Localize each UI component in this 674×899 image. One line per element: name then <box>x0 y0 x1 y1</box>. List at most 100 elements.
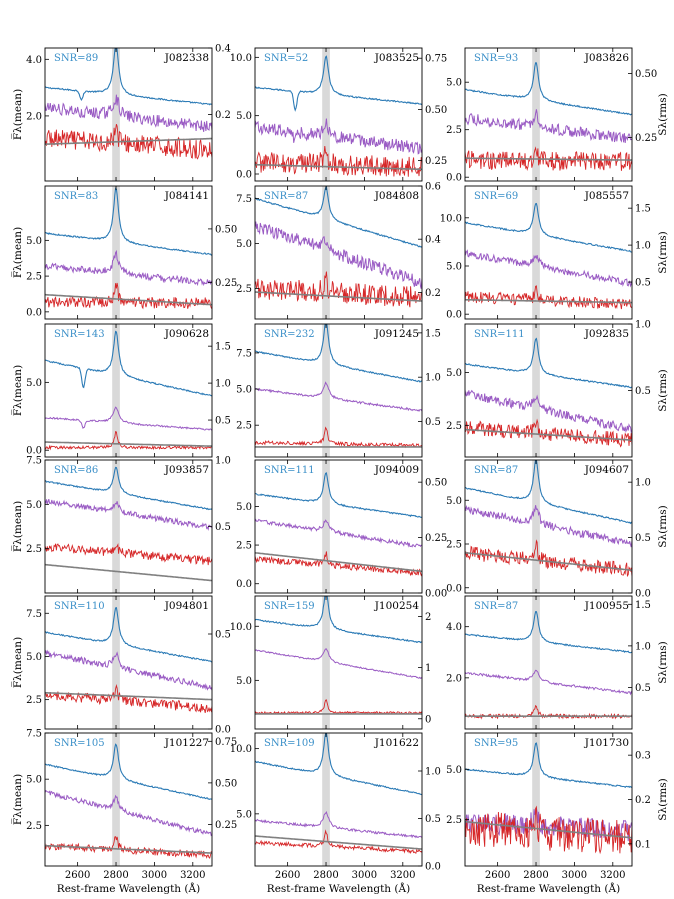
object-id: J093857 <box>164 464 209 476</box>
x-tick-label: 3200 <box>600 870 625 881</box>
y-tick-label: 0.0 <box>26 307 42 318</box>
model-curve <box>465 552 632 572</box>
x-tick-label: 3000 <box>352 870 377 881</box>
y2-tick-label: 0.5 <box>635 386 651 397</box>
y-tick-label: 2.5 <box>446 421 462 432</box>
y-tick-label: 0.0 <box>236 170 252 181</box>
mean-spectrum <box>45 743 212 801</box>
object-id: J094801 <box>164 600 209 612</box>
object-id: J100955 <box>584 600 629 612</box>
y-tick-label: 2.5 <box>446 125 462 136</box>
y2-tick-label: 0.2 <box>425 288 441 299</box>
y-tick-label: 5.0 <box>236 111 252 122</box>
mean-spectrum <box>45 187 212 256</box>
panel-frame <box>254 47 423 182</box>
mean-spectrum <box>465 62 632 116</box>
y-tick-label: 10.0 <box>230 622 252 633</box>
red-spectrum <box>45 684 212 714</box>
y-tick-label: 5.0 <box>236 502 252 513</box>
x-tick-label: 3200 <box>390 870 415 881</box>
rms-spectrum <box>255 381 422 413</box>
y-tick-label: 5.0 <box>446 261 462 272</box>
panel-J100254: 5.0 10.0 0 1 2 SNR=159 J100254 <box>230 595 431 730</box>
object-id: J100254 <box>374 600 420 612</box>
panel-frame <box>464 459 633 594</box>
model-curve <box>45 844 212 854</box>
y2-tick-label: 0.5 <box>635 278 651 289</box>
snr-label: SNR=159 <box>264 601 315 612</box>
y-tick-label: 5.0 <box>236 809 252 820</box>
mean-spectrum <box>255 596 422 644</box>
red-spectrum <box>255 426 422 449</box>
y2-axis-label: Sλ(rms) <box>657 231 669 273</box>
y-tick-label: 5.0 <box>26 500 42 511</box>
red-spectrum <box>255 829 422 855</box>
y2-tick-label: 0.5 <box>215 630 231 641</box>
snr-label: SNR=89 <box>54 53 98 64</box>
panel-J100955: 2.0 4.0 0.5 1.0 1.5 SNR=87 J100955 Sλ(rms) <box>446 595 669 730</box>
y2-tick-label: 1.5 <box>635 600 651 611</box>
panel-frame <box>254 323 423 458</box>
y-tick-label: 10.0 <box>230 53 252 64</box>
y-tick-label: 0.0 <box>446 583 462 594</box>
object-id: J083525 <box>374 52 419 64</box>
y2-axis-label: Sλ(rms) <box>657 641 669 683</box>
snr-label: SNR=143 <box>54 329 105 340</box>
mgii-band <box>112 733 120 866</box>
y2-tick-label: 0.50 <box>215 224 237 235</box>
panel-J101622: 5.0 10.0 0.0 0.5 1.0 2600 2800 3000 3200 SNR=109 J… <box>230 732 441 895</box>
x-axis-label: Rest-frame Wavelength (Å) <box>267 881 410 895</box>
panel-J092835: 2.5 5.0 0.5 1.0 SNR=111 J092835 Sλ(rms) <box>446 320 669 458</box>
mean-spectrum <box>465 611 632 654</box>
x-axis-label: Rest-frame Wavelength (Å) <box>57 881 200 895</box>
y2-tick-label: 0.5 <box>425 814 441 825</box>
y2-tick-label: 2 <box>425 612 431 623</box>
mean-spectrum <box>255 186 422 248</box>
snr-label: SNR=69 <box>474 191 518 202</box>
red-spectrum <box>255 699 422 715</box>
y2-tick-label: 0.50 <box>425 478 447 489</box>
mgii-band <box>322 733 330 866</box>
rms-spectrum <box>255 648 422 679</box>
x-tick-label: 2600 <box>65 870 90 881</box>
x-tick-label: 3000 <box>562 870 587 881</box>
mean-spectrum <box>465 742 632 789</box>
y2-tick-label: 0.5 <box>635 683 651 694</box>
rms-spectrum <box>45 249 212 287</box>
model-curve <box>45 691 212 701</box>
panel-J085557: 0.0 5.0 10.0 0.5 1.0 1.5 SNR=69 J085557 Sλ(rms) <box>440 185 669 321</box>
y-tick-label: 5.0 <box>446 78 462 89</box>
rms-spectrum <box>45 406 212 431</box>
rms-spectrum <box>45 790 212 837</box>
y2-tick-label: 0.5 <box>425 417 441 428</box>
y-tick-label: 5.0 <box>26 378 42 389</box>
panel-J094607: 0.0 2.5 5.0 0.0 0.5 1.0 SNR=87 J094607 Sλ(rms) <box>446 459 669 600</box>
red-spectrum <box>255 551 422 577</box>
y2-tick-label: 1.0 <box>635 641 651 652</box>
y2-tick-label: 1.0 <box>635 241 651 252</box>
snr-label: SNR=52 <box>264 53 308 64</box>
panel-frame <box>44 595 213 730</box>
object-id: J094009 <box>374 464 419 476</box>
model-curve <box>465 428 632 441</box>
y2-tick-label: 0.3 <box>635 751 651 762</box>
model-curve <box>45 441 212 447</box>
mgii-band <box>322 460 330 593</box>
panel-J101227: 2.5 5.0 7.5 0.25 0.50 0.75 2600 2800 3000 3200 SNR… <box>10 729 237 896</box>
rms-spectrum <box>45 498 212 531</box>
rms-spectrum <box>465 109 632 144</box>
red-spectrum <box>45 124 212 160</box>
y-axis-label: F̅λ(mean) <box>10 365 24 416</box>
mean-spectrum <box>255 55 422 112</box>
y2-tick-label: 0.50 <box>425 105 447 116</box>
x-tick-label: 3200 <box>180 870 205 881</box>
y2-axis-label: Sλ(rms) <box>657 369 669 411</box>
y2-tick-label: 0.25 <box>215 820 237 831</box>
red-spectrum <box>45 430 212 451</box>
y-tick-label: 0.0 <box>26 446 42 457</box>
y-axis-label: F̅λ(mean) <box>10 227 24 278</box>
y-tick-label: 5.0 <box>236 385 252 396</box>
y-tick-label: 5.0 <box>26 775 42 786</box>
rms-spectrum <box>255 221 422 289</box>
rms-spectrum <box>255 518 422 548</box>
